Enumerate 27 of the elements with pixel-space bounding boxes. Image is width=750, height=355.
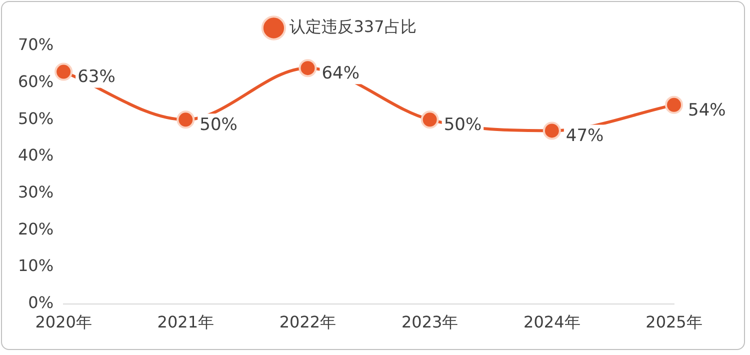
x-tick-label: 2023年 xyxy=(401,312,458,332)
point xyxy=(542,122,561,140)
data-label: 50% xyxy=(200,115,238,136)
point xyxy=(298,59,317,78)
point xyxy=(176,110,195,129)
point xyxy=(54,62,73,81)
y-tick-label: 0% xyxy=(28,292,54,312)
x-tick-label: 2021年 xyxy=(157,312,214,332)
y-tick-label: 70% xyxy=(18,35,54,54)
data-label: 47% xyxy=(566,126,604,146)
data-label: 50% xyxy=(444,115,482,136)
point xyxy=(420,110,439,129)
y-tick-label: 50% xyxy=(18,108,54,128)
data-label: 64% xyxy=(322,64,360,84)
x-tick-label: 2024年 xyxy=(524,312,580,332)
data-label: 63% xyxy=(78,67,116,88)
legend-label: 认定违反337占比 xyxy=(290,17,416,36)
x-tick-label: 2025年 xyxy=(646,312,702,332)
point xyxy=(665,96,683,114)
x-tick-label: 2022年 xyxy=(279,312,336,332)
y-tick-label: 60% xyxy=(18,72,54,91)
y-tick-label: 30% xyxy=(18,182,54,202)
x-tick-label: 2020年 xyxy=(35,312,92,332)
data-label: 54% xyxy=(688,100,726,120)
y-tick-label: 20% xyxy=(18,219,54,238)
y-tick-label: 40% xyxy=(18,146,54,165)
y-tick-label: 10% xyxy=(18,256,54,276)
